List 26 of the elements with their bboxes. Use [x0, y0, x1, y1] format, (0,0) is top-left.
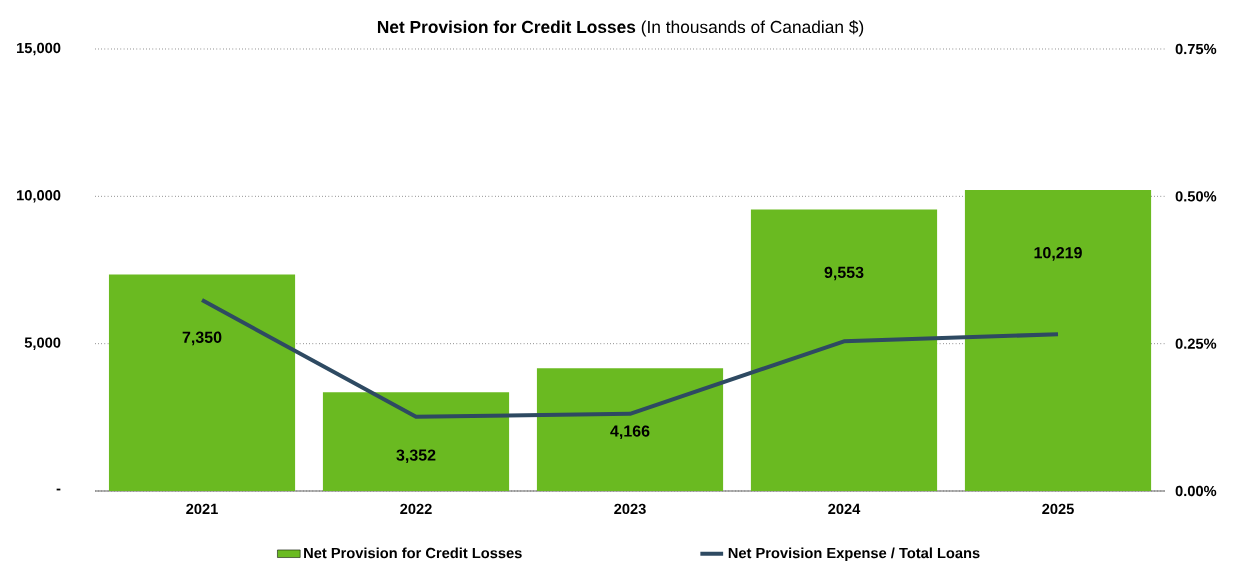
y2-tick-label: 0.75%: [1175, 43, 1217, 55]
legend-label: Net Provision for Credit Losses: [304, 547, 522, 559]
data-label: 4,166: [610, 425, 650, 439]
chart-title: Net Provision for Credit Losses (In thousands of Canadian $): [377, 19, 864, 37]
bar: [750, 209, 938, 491]
y-tick-label: 15,000: [17, 42, 61, 56]
y2-tick-label: 0.00%: [1175, 485, 1217, 497]
x-tick-label: 2024: [828, 503, 861, 514]
bar: [322, 392, 510, 491]
x-tick-label: 2022: [400, 503, 432, 514]
data-label: 3,352: [396, 449, 436, 463]
data-label: 10,219: [1034, 246, 1082, 261]
y2-tick-label: 0.50%: [1175, 190, 1217, 202]
bar: [108, 274, 296, 491]
data-label: 7,350: [182, 331, 222, 346]
x-tick-label: 2021: [186, 503, 218, 514]
y-tick-label: -: [56, 488, 61, 491]
y-tick-label: 5,000: [24, 337, 61, 350]
x-tick-label: 2025: [1042, 503, 1074, 514]
x-tick-label: 2023: [614, 503, 646, 514]
bar: [536, 368, 724, 491]
y-tick-label: 10,000: [17, 189, 61, 203]
y2-tick-label: 0.25%: [1175, 338, 1217, 349]
legend-label: Net Provision Expense / Total Loans: [728, 547, 980, 561]
data-label: 9,553: [824, 266, 864, 281]
bar: [964, 189, 1152, 491]
